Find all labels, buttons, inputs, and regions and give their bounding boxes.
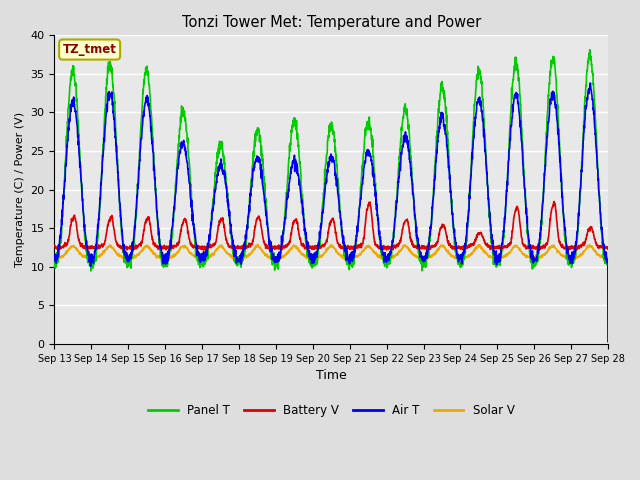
Text: TZ_tmet: TZ_tmet [63, 43, 116, 56]
X-axis label: Time: Time [316, 369, 347, 382]
Y-axis label: Temperature (C) / Power (V): Temperature (C) / Power (V) [15, 112, 25, 267]
Legend: Panel T, Battery V, Air T, Solar V: Panel T, Battery V, Air T, Solar V [143, 399, 519, 421]
Title: Tonzi Tower Met: Temperature and Power: Tonzi Tower Met: Temperature and Power [182, 15, 481, 30]
